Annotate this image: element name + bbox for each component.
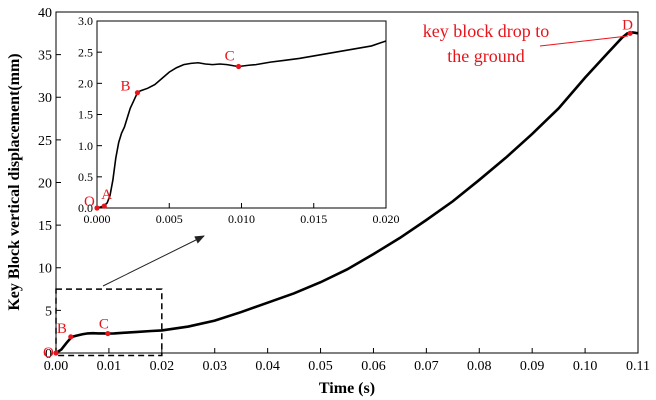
inset-point-label-a: A: [101, 187, 112, 203]
main-x-tick-label: 0.03: [202, 359, 227, 374]
main-point-o: [53, 350, 59, 356]
main-y-tick-label: 10: [38, 262, 52, 277]
main-x-tick-label: 0.05: [308, 359, 333, 374]
main-x-ticks: 0.00 0.01 0.02 0.03 0.04 0.05 0.06 0.07 0.08 0.09…: [44, 348, 650, 374]
main-y-tick-label: 35: [38, 49, 52, 64]
main-y-tick-label: 15: [38, 219, 52, 234]
x-axis-title: Time (s): [319, 380, 375, 397]
inset-key-points: O A B C: [84, 49, 242, 211]
inset-point-label-b: B: [120, 79, 130, 95]
main-point-label-c: C: [99, 317, 109, 333]
inset-y-tick-label: 2.5: [78, 45, 93, 59]
main-x-tick-label: 0.00: [44, 359, 69, 374]
inset-point-b: [134, 90, 141, 96]
main-x-tick-label: 0.02: [150, 359, 175, 374]
main-x-tick-label: 0.04: [255, 359, 280, 374]
annotation-line-2: the ground: [447, 46, 524, 66]
y-axis-title: Key Block vertical displacement(mm): [6, 53, 23, 310]
inset-y-ticks: 0.0 0.5 1.0 1.5 2.0 2.5 3.0: [78, 14, 102, 215]
main-y-tick-label: 5: [45, 304, 52, 319]
main-x-tick-label: 0.10: [573, 359, 598, 374]
main-y-tick-label: 40: [38, 6, 52, 21]
inset-point-label-o: O: [84, 194, 95, 210]
inset-x-tick-label: 0.015: [300, 212, 327, 226]
inset-point-a: [101, 203, 107, 209]
main-x-tick-label: 0.08: [467, 359, 492, 374]
main-y-ticks: 0 5 10 15 20 25 30 35 40: [38, 6, 61, 362]
inset-x-tick-label: 0.005: [156, 212, 183, 226]
main-point-d: [627, 30, 633, 36]
zoom-box: [55, 288, 163, 357]
inset-y-tick-label: 0.5: [78, 170, 93, 184]
main-point-c: [105, 330, 111, 337]
inset-y-tick-label: 2.0: [78, 77, 93, 91]
main-x-tick-label: 0.01: [97, 359, 122, 374]
inset-x-tick-label: 0.020: [373, 212, 400, 226]
main-point-label-b: B: [57, 321, 67, 337]
main-x-tick-label: 0.07: [414, 359, 439, 374]
inset-point-o: [94, 205, 100, 211]
inset-displacement-curve: [96, 40, 387, 209]
main-x-tick-label: 0.09: [520, 359, 545, 374]
inset-point-c: [236, 63, 242, 70]
inset-plot-frame: [96, 20, 387, 209]
zoom-arrow: [102, 235, 205, 287]
main-point-label-o: O: [43, 345, 54, 361]
inset-y-tick-label: 1.5: [78, 108, 93, 122]
main-key-points: OB CD: [43, 17, 633, 361]
main-y-tick-label: 0: [45, 347, 52, 362]
main-displacement-curve: [55, 31, 639, 355]
inset-x-tick-label: 0.000: [84, 212, 111, 226]
main-y-tick-label: 20: [38, 176, 52, 191]
inset-x-ticks: 0.000 0.005 0.010 0.015 0.020: [84, 203, 400, 226]
main-x-tick-label: 0.11: [626, 359, 650, 374]
annotation-leader-line: [539, 35, 629, 47]
annotation-line-1: key block drop to: [423, 21, 549, 41]
main-point-b: [68, 334, 74, 340]
inset-y-tick-label: 1.0: [78, 139, 93, 153]
inset-y-tick-label: 0.0: [78, 201, 93, 215]
main-point-label-d: D: [622, 17, 633, 33]
main-y-tick-label: 30: [38, 91, 52, 106]
inset-y-tick-label: 3.0: [78, 14, 93, 28]
inset-x-tick-label: 0.010: [228, 212, 255, 226]
main-y-tick-label: 25: [38, 134, 52, 149]
zoom-box-group: [55, 288, 163, 357]
inset-point-label-c: C: [225, 49, 235, 65]
main-x-tick-label: 0.06: [361, 359, 386, 374]
